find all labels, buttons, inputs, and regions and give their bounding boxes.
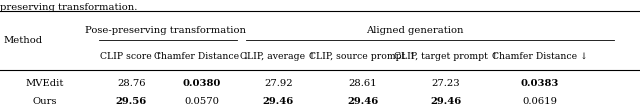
Text: 29.46: 29.46 [431,97,461,106]
Text: CLIP, average ↑: CLIP, average ↑ [241,52,316,61]
Text: Pose-preserving transformation: Pose-preserving transformation [84,26,246,35]
Text: 0.0619: 0.0619 [522,97,557,106]
Text: Aligned generation: Aligned generation [366,26,463,35]
Text: 0.0383: 0.0383 [520,79,559,88]
Text: Method: Method [3,36,42,45]
Text: Chamfer Distance ↓: Chamfer Distance ↓ [154,52,250,61]
Text: preserving transformation.: preserving transformation. [0,3,138,12]
Text: 29.46: 29.46 [348,97,378,106]
Text: 29.56: 29.56 [116,97,147,106]
Text: CLIP, source prompt ↑: CLIP, source prompt ↑ [309,52,417,61]
Text: 28.76: 28.76 [117,79,145,88]
Text: 29.46: 29.46 [263,97,294,106]
Text: 0.0380: 0.0380 [182,79,221,88]
Text: MVEdit: MVEdit [26,79,64,88]
Text: Ours: Ours [33,97,57,106]
Text: 0.0570: 0.0570 [184,97,219,106]
Text: 28.61: 28.61 [349,79,377,88]
Text: Chamfer Distance ↓: Chamfer Distance ↓ [492,52,588,61]
Text: 27.92: 27.92 [264,79,292,88]
Text: 27.23: 27.23 [432,79,460,88]
Text: CLIP, target prompt ↑: CLIP, target prompt ↑ [394,52,499,61]
Text: CLIP score ↑: CLIP score ↑ [100,52,163,61]
